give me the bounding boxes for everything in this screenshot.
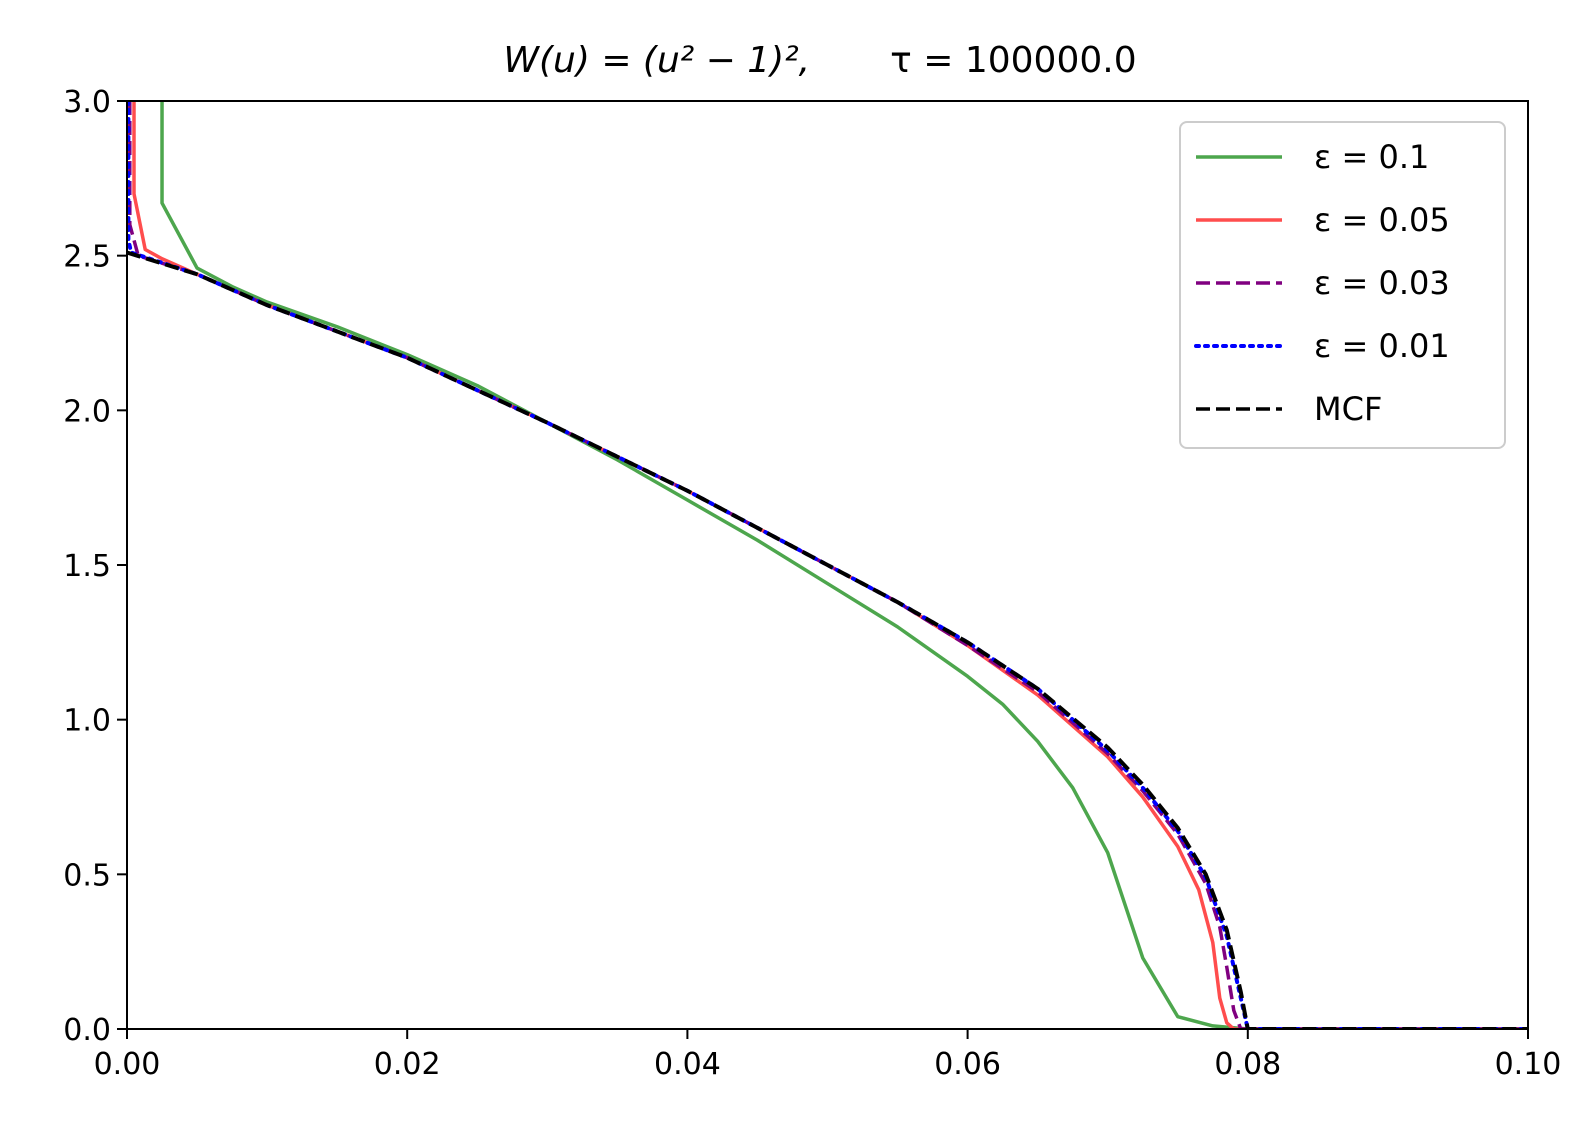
legend-label-4: MCF bbox=[1314, 390, 1382, 428]
y-tick-label: 0.0 bbox=[63, 1013, 111, 1048]
legend-label-2: ε = 0.03 bbox=[1314, 264, 1450, 302]
y-tick-label: 1.0 bbox=[63, 704, 111, 739]
chart-title-rhs: τ = 100000.0 bbox=[890, 40, 1137, 81]
y-tick-label: 1.5 bbox=[63, 549, 111, 584]
x-tick-label: 0.04 bbox=[654, 1047, 721, 1082]
x-tick-label: 0.08 bbox=[1214, 1047, 1281, 1082]
x-tick-label: 0.06 bbox=[934, 1047, 1001, 1082]
chart-title-lhs: W(u) = (u² − 1)², bbox=[503, 40, 810, 81]
y-tick-label: 2.5 bbox=[63, 240, 111, 275]
y-tick-label: 3.0 bbox=[63, 85, 111, 120]
x-tick-label: 0.02 bbox=[374, 1047, 441, 1082]
legend-box bbox=[1179, 121, 1506, 449]
y-tick-label: 0.5 bbox=[63, 858, 111, 893]
x-tick-label: 0.00 bbox=[94, 1047, 161, 1082]
y-axis: 0.0 0.5 1.0 1.5 2.0 2.5 3.0 bbox=[63, 85, 127, 1048]
legend-label-3: ε = 0.01 bbox=[1314, 327, 1450, 365]
chart-title: W(u) = (u² − 1)², τ = 100000.0 bbox=[503, 40, 1136, 81]
series-line-4 bbox=[127, 250, 1528, 1029]
y-tick-label: 2.0 bbox=[63, 394, 111, 429]
series-line-0 bbox=[160, 101, 1528, 1029]
legend: ε = 0.1 ε = 0.05 ε = 0.03 ε = 0.01 MCF bbox=[1179, 121, 1506, 449]
x-tick-label: 0.10 bbox=[1495, 1047, 1562, 1082]
legend-label-0: ε = 0.1 bbox=[1314, 138, 1429, 176]
series-layer bbox=[127, 101, 1528, 1029]
x-axis: 0.00 0.02 0.04 0.06 0.08 0.10 bbox=[94, 1029, 1562, 1082]
legend-label-1: ε = 0.05 bbox=[1314, 201, 1450, 239]
